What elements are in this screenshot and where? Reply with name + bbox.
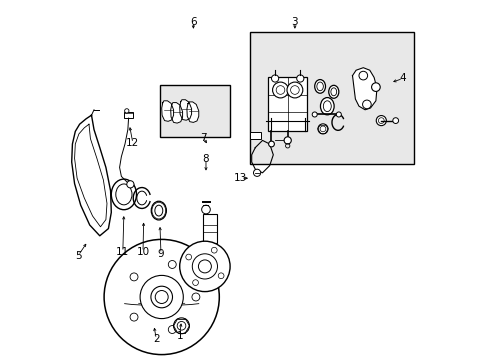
Ellipse shape <box>320 98 333 115</box>
Text: 13: 13 <box>234 173 247 183</box>
Circle shape <box>130 273 138 281</box>
Circle shape <box>392 118 398 123</box>
Ellipse shape <box>314 80 325 93</box>
Bar <box>249 32 413 164</box>
Circle shape <box>126 181 134 188</box>
Circle shape <box>358 71 367 80</box>
Circle shape <box>201 205 210 214</box>
Circle shape <box>151 286 172 308</box>
Bar <box>160 85 230 137</box>
Bar <box>267 77 307 131</box>
Text: 5: 5 <box>75 251 81 261</box>
Text: 2: 2 <box>153 334 159 344</box>
Text: 7: 7 <box>200 132 206 143</box>
Circle shape <box>336 112 341 117</box>
Bar <box>249 132 260 139</box>
Circle shape <box>286 82 302 98</box>
Circle shape <box>211 247 217 253</box>
Bar <box>203 214 216 243</box>
Circle shape <box>192 280 198 285</box>
Text: 11: 11 <box>116 247 129 257</box>
Circle shape <box>317 124 327 134</box>
Circle shape <box>296 75 303 82</box>
Circle shape <box>311 112 317 117</box>
Circle shape <box>173 318 189 334</box>
Circle shape <box>371 83 380 91</box>
Circle shape <box>168 261 176 269</box>
Circle shape <box>179 241 230 292</box>
Circle shape <box>155 291 168 303</box>
Circle shape <box>192 254 217 279</box>
Polygon shape <box>162 101 173 121</box>
Text: 4: 4 <box>399 73 406 84</box>
Circle shape <box>130 313 138 321</box>
Circle shape <box>104 239 219 355</box>
Ellipse shape <box>328 85 338 98</box>
Circle shape <box>271 75 278 82</box>
Polygon shape <box>170 103 182 123</box>
Ellipse shape <box>151 201 166 220</box>
Circle shape <box>253 169 260 176</box>
Circle shape <box>272 82 288 98</box>
Circle shape <box>177 321 185 330</box>
Text: 10: 10 <box>136 247 149 257</box>
Text: 9: 9 <box>157 249 164 259</box>
Circle shape <box>124 109 129 113</box>
Polygon shape <box>179 100 191 120</box>
Polygon shape <box>352 68 376 110</box>
Circle shape <box>198 260 211 273</box>
Circle shape <box>375 116 386 126</box>
Text: 1: 1 <box>176 330 183 341</box>
Text: 6: 6 <box>190 17 196 27</box>
Circle shape <box>218 273 224 279</box>
Text: 3: 3 <box>291 17 298 27</box>
Circle shape <box>140 275 183 319</box>
Circle shape <box>192 293 200 301</box>
Circle shape <box>362 100 370 109</box>
Circle shape <box>268 141 274 147</box>
Text: 8: 8 <box>202 154 209 164</box>
Circle shape <box>284 137 291 144</box>
Text: 12: 12 <box>126 138 139 148</box>
Bar <box>124 112 133 118</box>
Polygon shape <box>186 102 199 122</box>
Circle shape <box>185 254 191 260</box>
Circle shape <box>168 325 176 333</box>
Polygon shape <box>72 115 111 236</box>
